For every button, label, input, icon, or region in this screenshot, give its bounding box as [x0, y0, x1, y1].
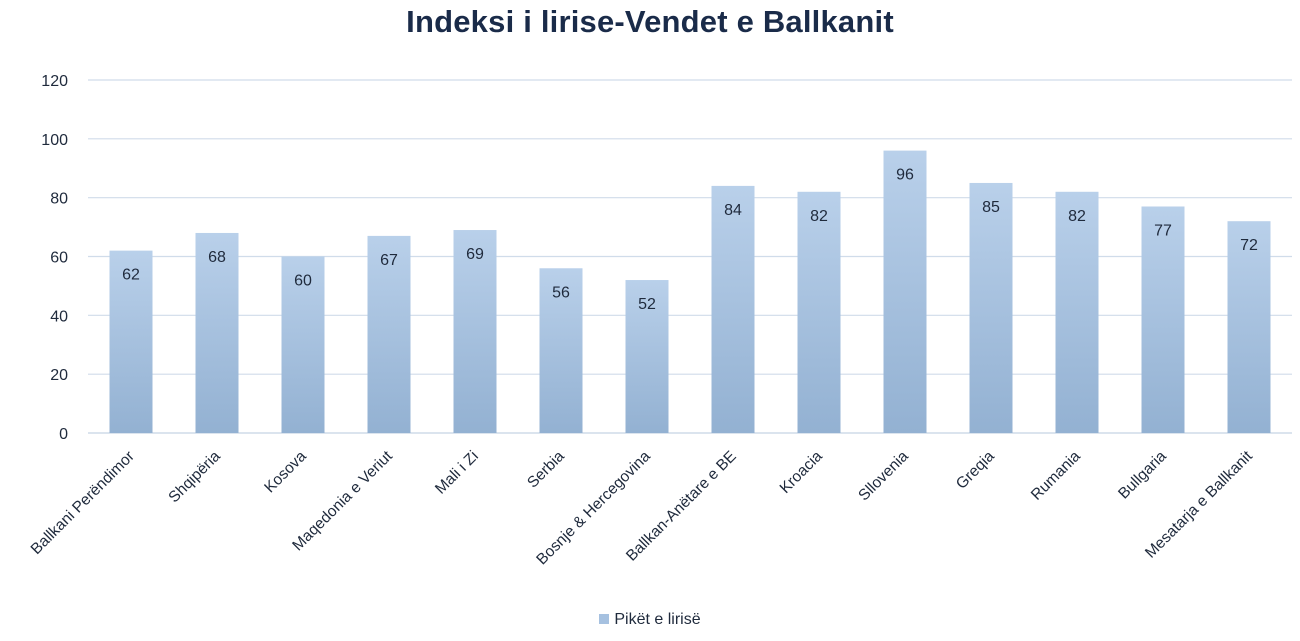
data-label: 60: [294, 273, 312, 290]
y-tick-label: 120: [41, 73, 68, 90]
data-label: 68: [208, 249, 226, 266]
y-axis: 0 20 40 60 80 100 120: [41, 73, 68, 443]
data-label: 52: [638, 296, 656, 313]
bar: [883, 150, 927, 433]
gridlines: [88, 79, 1292, 434]
y-tick-label: 60: [50, 250, 68, 267]
y-tick-label: 100: [41, 132, 68, 149]
bar: [797, 191, 841, 433]
x-tick-label: Bullgaria: [1115, 448, 1170, 503]
x-tick-label: Ballkani Perëndimor: [28, 448, 138, 558]
x-tick-label: Sllovenia: [855, 448, 912, 505]
x-tick-label: Shqipëria: [165, 448, 224, 507]
data-label: 82: [810, 208, 828, 225]
data-label: 82: [1068, 208, 1086, 225]
y-tick-label: 0: [59, 426, 68, 443]
data-label: 69: [466, 246, 484, 263]
bar: [109, 250, 153, 433]
bar: [539, 268, 583, 433]
data-label: 67: [380, 252, 398, 269]
x-tick-label: Kroacia: [777, 448, 826, 497]
x-tick-label: Kosova: [261, 448, 310, 497]
bar: [711, 185, 755, 433]
x-tick-label: Greqia: [953, 448, 998, 493]
bar: [195, 232, 239, 433]
x-axis: Ballkani Perëndimor Shqipëria KosovaMaqedo…: [28, 447, 1257, 568]
bar: [281, 256, 325, 433]
x-tick-label: Rumania: [1028, 448, 1084, 504]
legend-swatch: [599, 614, 610, 624]
data-label: 84: [724, 202, 742, 219]
bar: [625, 280, 669, 433]
bar: [1141, 206, 1185, 433]
data-label: 96: [896, 167, 914, 184]
y-tick-label: 80: [50, 191, 68, 208]
bar: [1055, 191, 1099, 433]
data-label: 77: [1154, 222, 1172, 239]
legend-label: Pikët e lirisë: [614, 611, 701, 628]
bars: 62 68 60 67 69 56 52 84 82 96 85 82 77 72: [109, 150, 1271, 433]
y-tick-label: 40: [50, 308, 68, 325]
bar: [453, 230, 497, 433]
data-label: 85: [982, 199, 1000, 216]
bar: [969, 182, 1013, 433]
bar: [1227, 221, 1271, 433]
data-label: 62: [122, 267, 140, 284]
legend: Pikët e lirisë: [0, 611, 1300, 629]
y-tick-label: 20: [50, 367, 68, 384]
bar: [367, 235, 411, 433]
data-label: 56: [552, 284, 570, 301]
data-label: 72: [1240, 237, 1258, 254]
chart-title: Indeksi i lirise-Vendet e Ballkanit: [406, 4, 894, 39]
x-tick-label: Serbia: [524, 448, 568, 492]
x-tick-label: Mali i Zi: [432, 448, 482, 498]
